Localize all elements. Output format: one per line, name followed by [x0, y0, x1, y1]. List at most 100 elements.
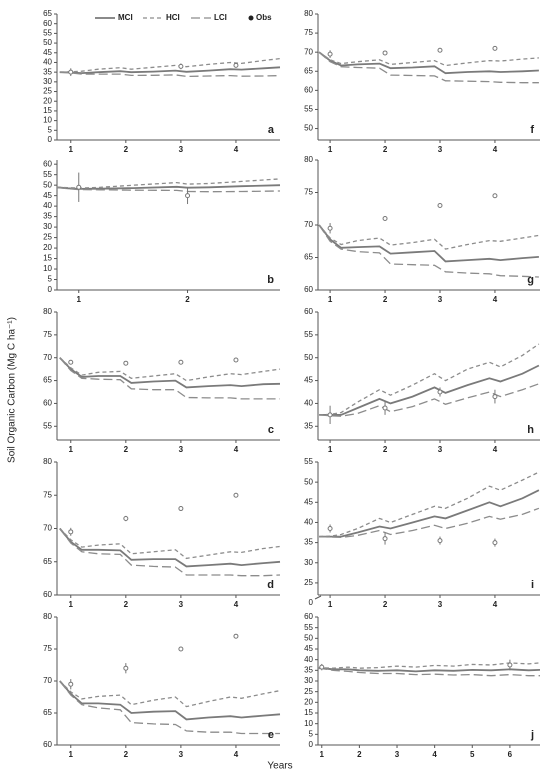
y-tick-label: 20 — [43, 96, 52, 105]
x-tick-label: 1 — [69, 445, 74, 454]
series-line — [318, 51, 539, 75]
x-tick-label: 4 — [493, 445, 498, 454]
y-tick-label: 50 — [304, 477, 313, 486]
series-line — [319, 471, 540, 538]
x-tick-label: 1 — [69, 145, 74, 154]
y-tick-label: 80 — [304, 9, 313, 18]
x-tick-label: 1 — [328, 145, 333, 154]
y-tick-label: 55 — [304, 330, 313, 339]
y-tick-label: 35 — [43, 67, 52, 76]
x-tick-label: 3 — [438, 295, 443, 304]
series-line — [317, 662, 541, 669]
y-tick-label: 30 — [43, 222, 52, 231]
y-tick-label: 75 — [43, 490, 52, 499]
y-tick-label: 65 — [43, 376, 52, 385]
observation — [68, 529, 74, 535]
y-tick-label: 45 — [304, 497, 313, 506]
series-line — [59, 71, 281, 78]
y-tick-label: 55 — [43, 28, 52, 37]
series-line — [319, 343, 540, 416]
x-tick-label: 3 — [438, 600, 443, 609]
panel-label: f — [530, 124, 534, 136]
legend-label: MCI — [118, 13, 133, 22]
x-tick-label: 3 — [179, 750, 184, 759]
series-line — [318, 224, 539, 278]
observation — [327, 412, 333, 418]
panel-label: h — [527, 424, 534, 436]
y-tick-label: 55 — [43, 170, 52, 179]
y-tick-label: 15 — [304, 708, 313, 717]
x-tick-label: 3 — [395, 750, 400, 759]
y-tick-label: 55 — [43, 421, 52, 430]
x-tick-label: 4 — [234, 445, 239, 454]
x-tick-label: 4 — [234, 750, 239, 759]
y-tick-label: 0 — [48, 285, 53, 294]
x-tick-label: 4 — [493, 295, 498, 304]
y-tick-label: 70 — [43, 676, 52, 685]
y-tick-label: 45 — [43, 48, 52, 57]
series-line — [56, 186, 281, 193]
series-line — [56, 184, 281, 190]
observation — [319, 664, 325, 670]
series-line — [59, 357, 281, 382]
x-tick-label: 2 — [124, 600, 129, 609]
y-tick-label: 10 — [43, 116, 52, 125]
y-tick-label: 60 — [43, 19, 52, 28]
y-tick-label: 80 — [43, 457, 52, 466]
series-line — [319, 364, 540, 416]
y-tick-label: 60 — [43, 399, 52, 408]
y-tick-label: 50 — [304, 633, 313, 642]
y-tick-label: 10 — [43, 264, 52, 273]
series-line — [319, 507, 540, 539]
x-tick-label: 1 — [328, 295, 333, 304]
series-line — [59, 357, 280, 400]
y-tick-label: 10 — [304, 719, 313, 728]
observation — [382, 216, 388, 221]
y-tick-label: 65 — [304, 66, 313, 75]
y-tick-label: 45 — [304, 376, 313, 385]
x-tick-label: 2 — [124, 750, 129, 759]
x-tick-label: 5 — [470, 750, 475, 759]
observation — [437, 538, 443, 544]
x-tick-label: 4 — [432, 750, 437, 759]
x-tick-label: 1 — [328, 445, 333, 454]
observation — [492, 45, 498, 51]
series-line — [318, 51, 539, 84]
observation — [492, 540, 498, 546]
y-tick-label: 65 — [43, 557, 52, 566]
observation — [233, 492, 239, 498]
y-tick-label: 65 — [43, 9, 52, 18]
series-line — [318, 224, 540, 250]
panel-label: d — [267, 579, 274, 591]
x-tick-label: 3 — [179, 445, 184, 454]
series-line — [59, 527, 281, 568]
y-tick-label: 30 — [304, 676, 313, 685]
y-axis-label: Soil Organic Carbon (Mg C ha⁻¹) — [7, 317, 18, 463]
x-tick-label: 2 — [383, 295, 388, 304]
observation — [327, 526, 333, 531]
legend-label: Obs — [256, 13, 272, 22]
y-tick-label: 65 — [43, 708, 52, 717]
observation — [68, 69, 74, 75]
panel-label: e — [268, 729, 274, 741]
x-tick-label: 3 — [179, 145, 184, 154]
y-tick-label: 55 — [304, 623, 313, 632]
observation — [123, 665, 129, 671]
y-tick-label: 60 — [43, 590, 52, 599]
y-tick-label: 40 — [304, 399, 313, 408]
y-tick-label: 35 — [304, 421, 313, 430]
y-tick-label: 75 — [304, 28, 313, 37]
observation — [123, 360, 129, 366]
y-tick-label: 65 — [304, 253, 313, 262]
observation — [178, 359, 184, 365]
observation — [233, 357, 239, 363]
series-line — [59, 528, 281, 560]
x-tick-label: 1 — [320, 750, 325, 759]
x-tick-label: 6 — [508, 750, 513, 759]
y-tick-label: 70 — [43, 353, 52, 362]
observation — [437, 389, 443, 395]
y-tick-label: 50 — [43, 180, 52, 189]
series-line — [56, 178, 281, 189]
x-tick-label: 2 — [383, 145, 388, 154]
